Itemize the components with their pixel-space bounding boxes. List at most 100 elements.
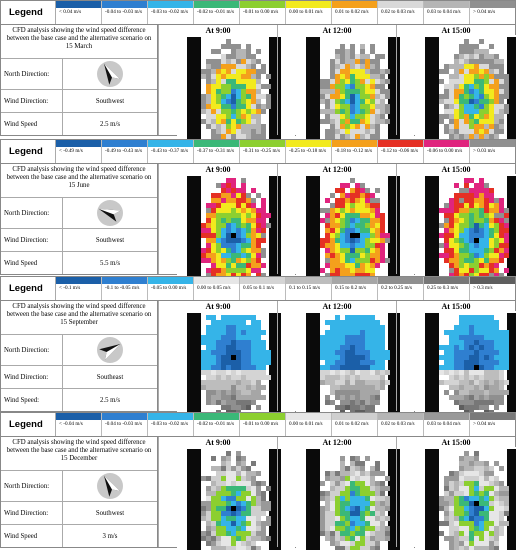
heatmap-cell [325,223,330,228]
heatmap-cell [444,203,449,208]
info-panel: CFD analysis showing the wind speed diff… [0,164,158,275]
heatmap-cell [375,104,380,109]
heatmap-cell [385,109,390,114]
heatmap-cell [345,466,350,471]
heatmap-cell [489,466,494,471]
heatmap-cell [201,340,206,345]
heatmap-cell [504,330,509,335]
heatmap-cell [236,501,241,506]
heatmap-cell [320,491,325,496]
heatmap-cell [380,471,385,476]
heatmap-cell [241,178,246,183]
map-panel: At 12:00 [277,437,414,550]
heatmap-cell [256,228,261,233]
heatmap-cell [330,134,335,139]
heatmap-cell [469,84,474,89]
heatmap-cell [335,350,340,355]
heatmap-cell [360,400,365,405]
heatmap-cell [360,536,365,541]
heatmap-cell [325,335,330,340]
heatmap-cell [216,355,221,360]
heatmap-cell [216,536,221,541]
heatmap-cell [325,109,330,114]
heatmap-cell [221,476,226,481]
heatmap-cell [474,248,479,253]
heatmap-cell [365,340,370,345]
heatmap-cell [375,59,380,64]
heatmap-cell [236,124,241,129]
legend-item: > 0.03 m/s [470,140,515,163]
heatmap-cell [489,380,494,385]
heatmap-cell [211,526,216,531]
heatmap-cell [236,531,241,536]
heatmap-cell [221,320,226,325]
heatmap-cell [231,248,236,253]
heatmap-cell [504,208,509,213]
heatmap-cell [236,203,241,208]
heatmap-cell [375,119,380,124]
heatmap-cell [216,119,221,124]
heatmap-cell [444,238,449,243]
heatmap-cell [345,273,350,278]
heatmap-cell [464,506,469,511]
heatmap-cell [340,400,345,405]
heatmap-cell [444,365,449,370]
section-caption: CFD analysis showing the wind speed diff… [1,437,157,471]
heatmap-cell [206,325,211,330]
heatmap-cell [216,521,221,526]
heatmap-cell [479,39,484,44]
heatmap-cell [355,258,360,263]
heatmap-cell [330,511,335,516]
heatmap-cell [256,193,261,198]
heatmap-cell [479,496,484,501]
heatmap-cell [241,99,246,104]
heatmap-cell [236,134,241,139]
heatmap-cell [484,380,489,385]
heatmap-cell [241,69,246,74]
heatmap-cell [236,233,241,238]
heatmap-cell [370,79,375,84]
heatmap-cell [449,258,454,263]
heatmap-cell [484,188,489,193]
heatmap-cell [479,134,484,139]
heatmap-cell [256,213,261,218]
heatmap-cell [355,208,360,213]
heatmap-cell [444,253,449,258]
legend-swatch [470,140,515,147]
building-mask [425,313,439,423]
heatmap-cell [221,188,226,193]
heatmap-cell [226,320,231,325]
heatmap-cell [375,248,380,253]
heatmap-cell [216,99,221,104]
heatmap-cell [444,536,449,541]
heatmap-cell [246,390,251,395]
heatmap-cell [340,233,345,238]
heatmap-cell [444,243,449,248]
heatmap-cell [365,496,370,501]
heatmap-cell [231,178,236,183]
heatmap-cell [360,526,365,531]
heatmap-cell [226,380,231,385]
heatmap-cell [375,461,380,466]
heatmap-cell [226,198,231,203]
heatmap-cell [459,546,464,550]
heatmap-cell [226,541,231,546]
heatmap-cell [325,355,330,360]
heatmap-cell [484,79,489,84]
heatmap-cell [504,79,509,84]
heatmap-cell [236,54,241,59]
heatmap-cell [236,390,241,395]
heatmap-cell [226,213,231,218]
heatmap-cell [211,511,216,516]
heatmap-cell [231,491,236,496]
heatmap-cell [494,506,499,511]
heatmap-cell [454,94,459,99]
heatmap-cell [474,44,479,49]
heatmap-cell [459,258,464,263]
heatmap-cell [479,238,484,243]
heatmap-cell [335,380,340,385]
heatmap-cell [449,213,454,218]
heatmap-cell [340,243,345,248]
heatmap-cell [494,486,499,491]
heatmap-cell [256,59,261,64]
